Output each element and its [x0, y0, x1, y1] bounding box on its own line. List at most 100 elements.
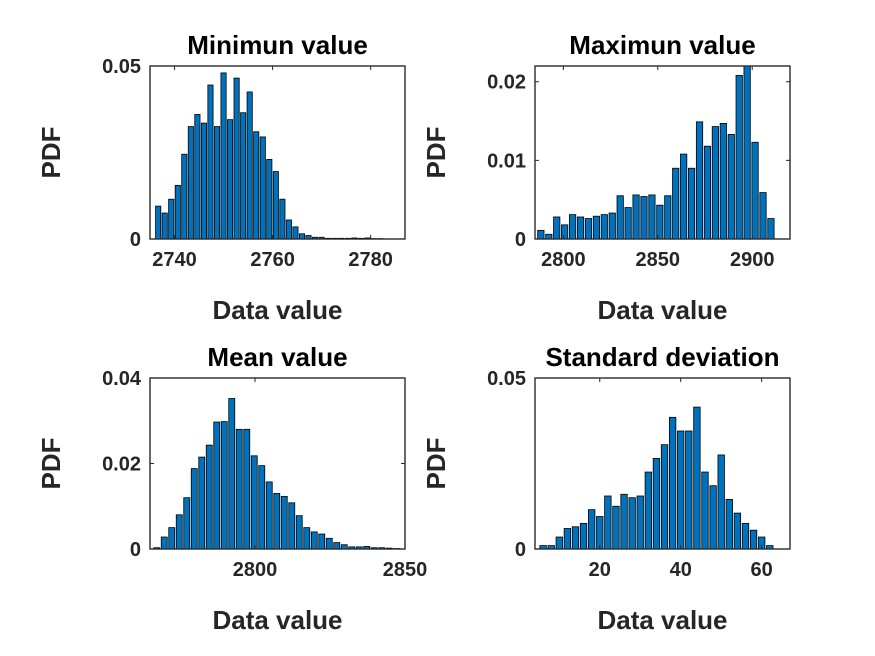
histogram-bar	[250, 455, 258, 550]
histogram-bar	[733, 512, 742, 550]
histogram-bar	[168, 198, 175, 240]
histogram-bar	[200, 122, 207, 240]
histogram-bar	[292, 226, 299, 240]
histogram-bar	[672, 167, 680, 240]
histogram-bar	[555, 536, 563, 550]
histogram-bar	[759, 192, 767, 240]
histogram-bar	[660, 444, 669, 550]
subplot-standard-deviation: 20 40 60 0 0.05 Standard deviation Data valu…	[421, 342, 791, 635]
x-axis-label: Data value	[597, 605, 727, 635]
histogram-bar	[545, 233, 553, 240]
histogram-bar	[743, 65, 751, 240]
histogram-bar	[187, 126, 194, 240]
y-axis-label: PDF	[421, 438, 451, 490]
histogram-bar	[579, 522, 588, 550]
histogram-bar	[553, 216, 561, 240]
histogram-bar	[685, 430, 693, 550]
histogram-bar	[677, 430, 685, 550]
histogram-bar	[183, 497, 191, 550]
y-tick-label: 0.05	[487, 368, 526, 390]
histogram-bar	[213, 421, 221, 550]
histogram-bar	[190, 468, 198, 550]
histogram-bar	[644, 471, 652, 550]
histogram-bar	[612, 505, 620, 550]
histogram-bar	[205, 444, 213, 550]
histogram-bar	[333, 542, 341, 550]
subplot-title: Standard deviation	[545, 342, 779, 372]
histogram-bar	[628, 497, 636, 550]
y-axis-label: PDF	[36, 438, 66, 490]
histogram-bar	[751, 141, 759, 240]
x-tick-label: 60	[751, 559, 773, 581]
histogram-bar	[656, 204, 664, 240]
histogram-bar	[174, 184, 181, 240]
histogram-bar	[620, 493, 628, 550]
histogram-bar	[576, 216, 585, 240]
histogram-bar	[272, 171, 279, 240]
histogram-bar	[235, 428, 243, 550]
histogram-bar	[265, 481, 273, 550]
histogram-bar	[616, 195, 624, 240]
axes-frame	[534, 65, 791, 240]
histogram-bar	[624, 207, 632, 240]
x-tick-label: 2850	[383, 559, 428, 581]
axes-frame	[149, 65, 406, 240]
histogram-bar	[604, 495, 612, 550]
x-tick-label: 40	[670, 559, 692, 581]
y-tick-label: 0	[515, 229, 526, 251]
histogram-bar	[640, 196, 648, 240]
histogram-bar	[563, 528, 572, 550]
x-tick-label: 2760	[250, 249, 295, 271]
histogram-bar	[220, 421, 228, 550]
x-axis-label: Data value	[212, 295, 342, 325]
y-tick-label: 0.01	[487, 150, 526, 172]
histogram-bar	[243, 428, 251, 550]
histogram-bar	[233, 77, 240, 240]
y-axis-label: PDF	[36, 127, 66, 179]
histogram-bar	[701, 471, 709, 550]
histogram-bar	[592, 215, 600, 240]
histogram-bar	[664, 195, 672, 240]
histogram-bar	[703, 145, 712, 240]
x-tick-label: 20	[589, 559, 611, 581]
histogram-bar	[749, 529, 758, 550]
histogram-bar	[288, 502, 296, 550]
histogram-bar	[711, 126, 719, 240]
axes-frame	[534, 377, 791, 550]
histogram-bar	[295, 515, 303, 550]
histogram-bar	[175, 514, 183, 550]
histogram-bar	[680, 153, 688, 240]
y-tick-label: 0.02	[487, 72, 526, 94]
x-tick-label: 2900	[730, 249, 775, 271]
histogram-bar	[741, 522, 750, 550]
histogram-bar	[727, 134, 735, 240]
histogram-bar	[240, 112, 247, 240]
subplot-title: Maximun value	[569, 30, 755, 60]
y-tick-label: 0.05	[102, 56, 141, 78]
histogram-bar	[298, 233, 305, 240]
histogram-bar	[227, 119, 234, 240]
histogram-bar	[181, 153, 188, 240]
histogram-bar	[584, 218, 593, 240]
histogram-bar	[303, 527, 311, 550]
histogram-bar	[253, 131, 260, 240]
subplot-minimum-value: 2740 2760 2780 0 0.05 Minimun value Data val…	[36, 30, 406, 325]
histogram-bar	[537, 229, 545, 240]
histogram-bar	[213, 126, 221, 240]
histogram-bar	[569, 214, 577, 240]
histogram-bar	[168, 527, 176, 550]
histogram-bar	[310, 531, 318, 550]
histogram-bars	[153, 398, 401, 550]
histogram-bar	[571, 526, 580, 550]
histogram-bar	[280, 496, 288, 550]
histogram-bar	[273, 493, 281, 550]
y-axis-label: PDF	[421, 127, 451, 179]
y-tick-label: 0.04	[102, 368, 142, 390]
histogram-bar	[636, 495, 644, 550]
histogram-bar	[161, 212, 168, 240]
histogram-bar	[258, 465, 266, 550]
histogram-bar	[608, 212, 616, 240]
histogram-bar	[652, 457, 661, 550]
